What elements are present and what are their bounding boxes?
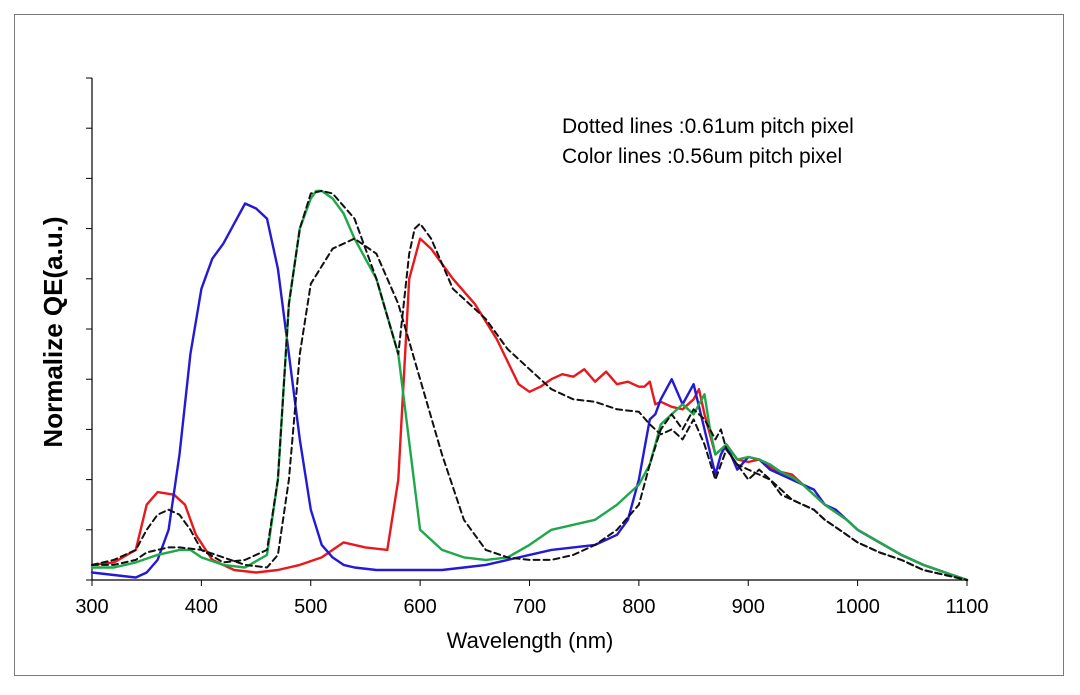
x-tick-label: 900 [732, 596, 765, 618]
x-tick-label: 400 [185, 596, 218, 618]
dotted-series-line-4 [91, 237, 968, 581]
x-tick-label: 1000 [835, 596, 880, 618]
y-axis-label: Normalize QE(a.u.) [38, 216, 68, 447]
x-tick-label: 300 [75, 596, 108, 618]
x-tick-label: 1100 [945, 596, 988, 618]
annotation-dotted: Dotted lines :0.61um pitch pixel [562, 115, 854, 138]
color-series-line-0 [90, 237, 969, 582]
annotation-color: Color lines :0.56um pitch pixel [562, 145, 842, 168]
ticks-layer: 300 400 500 600 700 800 900 1000 1100 [75, 77, 989, 618]
series-layer [90, 189, 969, 582]
figure-frame [14, 14, 1064, 676]
x-tick-label: 700 [513, 596, 546, 618]
color-series-line-1 [90, 202, 969, 582]
x-tick-label: 500 [294, 596, 327, 618]
x-tick-label: 800 [622, 596, 655, 618]
x-axis-label: Wavelength (nm) [447, 628, 614, 653]
x-tick-label: 600 [403, 596, 436, 618]
color-series-line-2 [90, 189, 969, 582]
dotted-series-line-3 [91, 189, 968, 581]
